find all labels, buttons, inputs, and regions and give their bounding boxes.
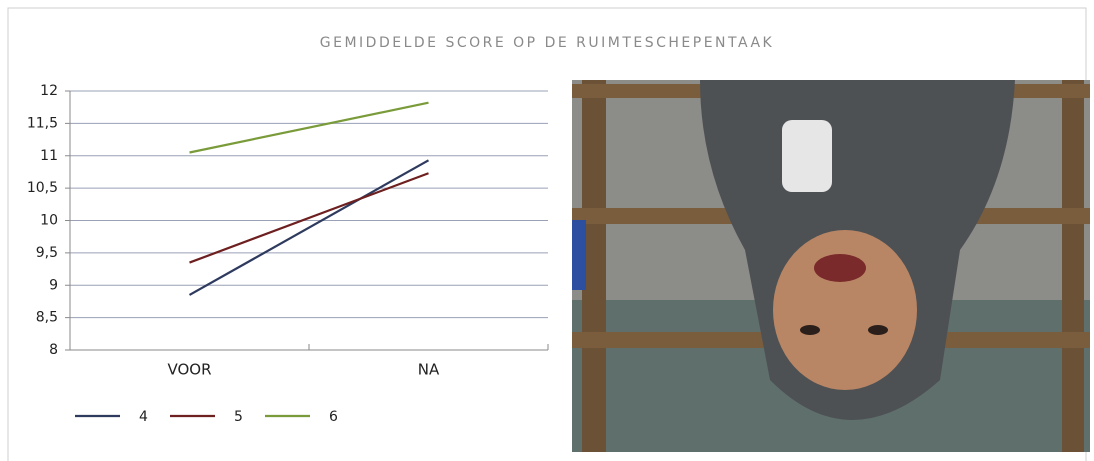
y-tick-label: 9	[49, 277, 58, 293]
series-line	[190, 173, 429, 262]
x-tick-label: NA	[418, 361, 440, 379]
y-tick-label: 12	[40, 83, 58, 99]
photo	[572, 80, 1090, 452]
y-tick-label: 8	[49, 342, 58, 358]
page: GEMIDDELDE SCORE OP DE RUIMTESCHEPENTAAK…	[0, 0, 1094, 461]
x-tick-label: VOOR	[167, 361, 211, 379]
chart-title: GEMIDDELDE SCORE OP DE RUIMTESCHEPENTAAK	[320, 35, 774, 51]
legend-label: 4	[139, 409, 148, 425]
eye	[800, 325, 820, 335]
y-tick-label: 11,5	[27, 115, 58, 131]
y-tick-label: 10,5	[27, 180, 58, 196]
series-line	[190, 160, 429, 295]
mouth	[814, 254, 866, 282]
y-tick-label: 9,5	[36, 245, 58, 261]
blue-object	[572, 220, 586, 290]
series-line	[190, 103, 429, 153]
ladder-post	[1062, 80, 1084, 452]
hoodie-logo	[782, 120, 832, 192]
legend-label: 6	[329, 409, 338, 425]
y-tick-label: 8,5	[36, 310, 58, 326]
legend-label: 5	[234, 409, 243, 425]
y-tick-label: 11	[40, 148, 58, 164]
face	[773, 230, 917, 390]
chart: GEMIDDELDE SCORE OP DE RUIMTESCHEPENTAAK…	[0, 0, 1094, 461]
eye	[868, 325, 888, 335]
y-tick-label: 10	[40, 213, 58, 229]
